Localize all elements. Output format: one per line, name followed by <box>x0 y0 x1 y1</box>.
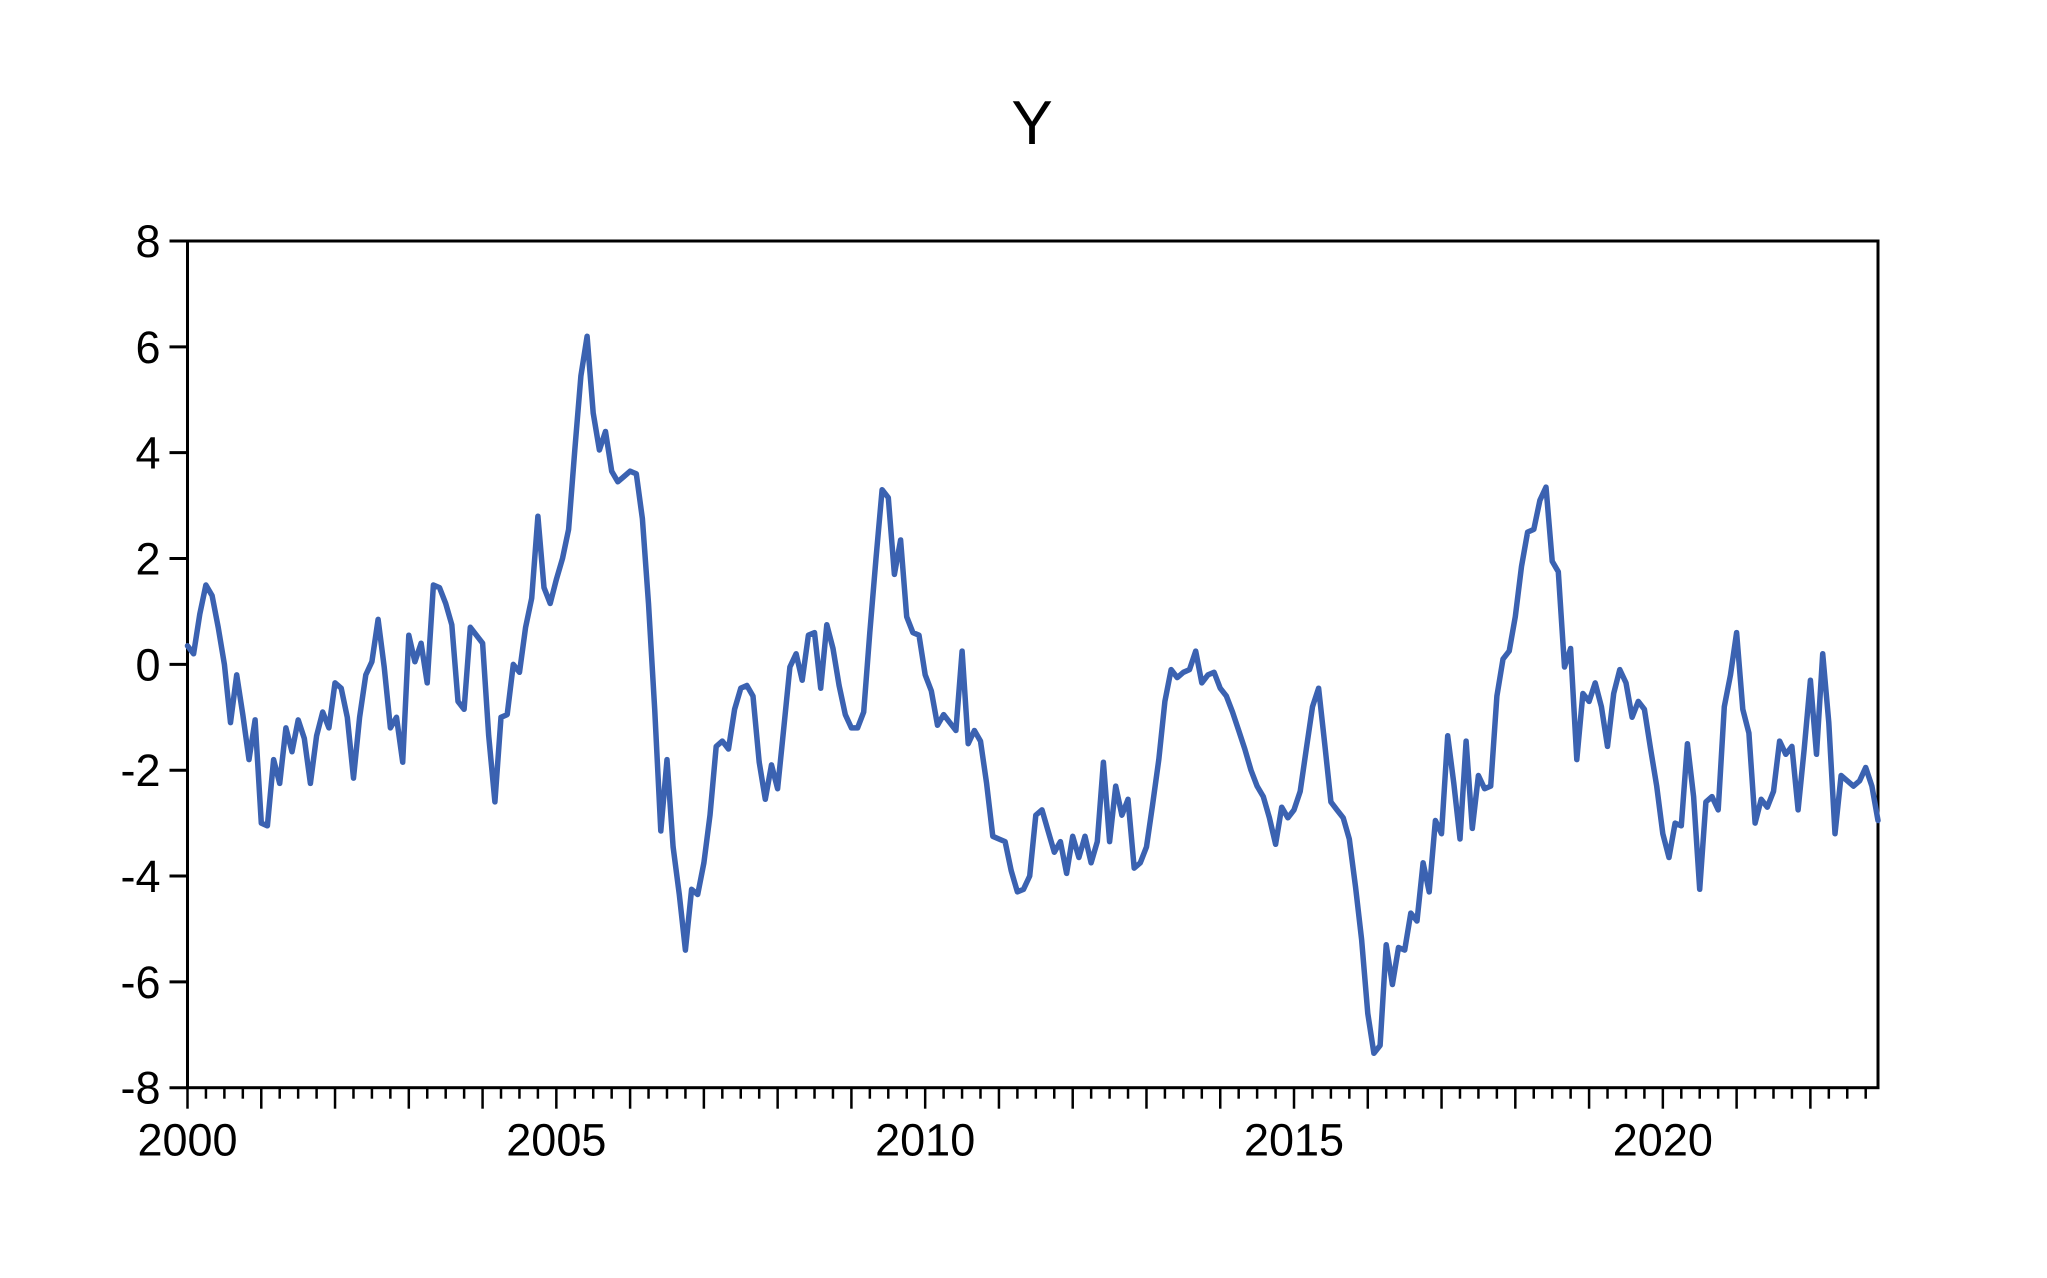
x-axis-tick-label: 2005 <box>506 1115 606 1166</box>
chart-title: Y <box>1011 89 1054 158</box>
x-axis-tick-label: 2015 <box>1244 1115 1344 1166</box>
x-axis-tick-label: 2010 <box>875 1115 975 1166</box>
y-axis-tick-label: -6 <box>120 957 160 1008</box>
y-axis-tick-label: -4 <box>120 851 160 902</box>
data-series-line <box>184 333 1881 1057</box>
y-axis-tick-label: 0 <box>135 639 160 690</box>
x-axis-tick-label: 2000 <box>137 1115 237 1166</box>
y-axis-tick-label: 2 <box>135 534 160 585</box>
x-axis-tick-label: 2020 <box>1613 1115 1713 1166</box>
y-axis-tick-label: -8 <box>120 1063 160 1114</box>
plot-frame <box>186 239 1880 1090</box>
y-axis-tick-label: 4 <box>135 428 160 479</box>
y-axis-tick-label: 6 <box>135 322 160 373</box>
y-axis-tick-label: -2 <box>120 745 160 796</box>
y-axis-tick-label: 8 <box>135 216 160 267</box>
